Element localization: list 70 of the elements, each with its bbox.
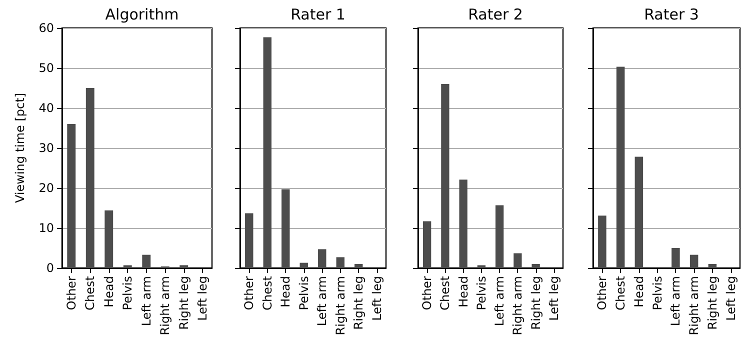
x-tick-label: Left leg <box>724 276 738 321</box>
y-tick-label: 0 <box>46 261 54 275</box>
y-tick-label: 20 <box>38 181 54 195</box>
bar <box>142 254 151 268</box>
chart-title: Rater 2 <box>468 6 523 24</box>
bar <box>690 254 698 268</box>
x-tick-label: Pelvis <box>296 276 311 310</box>
x-tick-label: Head <box>456 276 470 308</box>
bar <box>477 265 486 268</box>
bar <box>441 84 450 268</box>
x-tick-label: Pelvis <box>474 276 488 310</box>
bar <box>318 249 326 268</box>
x-tick-label: Left leg <box>546 276 561 321</box>
x-tick-label: Other <box>420 276 434 310</box>
x-tick-label: Pelvis <box>120 276 135 310</box>
bar <box>354 264 363 268</box>
bar <box>459 180 468 268</box>
y-tick-label: 40 <box>38 101 54 115</box>
bar <box>616 66 625 268</box>
bar <box>282 189 290 268</box>
x-tick-label: Left leg <box>370 276 384 321</box>
chart-title: Rater 3 <box>644 6 699 24</box>
bar <box>180 265 188 268</box>
bar <box>598 216 606 268</box>
x-tick-label: Left arm <box>492 276 507 326</box>
bar <box>514 253 522 268</box>
x-tick-label: Head <box>102 276 116 308</box>
x-tick-label: Right arm <box>510 276 525 336</box>
bar <box>86 88 94 268</box>
bar <box>634 156 644 268</box>
x-tick-label: Right arm <box>687 276 702 336</box>
bar <box>672 248 680 268</box>
x-tick-label: Right leg <box>176 276 191 330</box>
y-tick-label: 60 <box>38 21 54 35</box>
x-tick-label: Right arm <box>333 276 348 336</box>
bar <box>422 221 432 268</box>
x-tick-label: Other <box>64 276 78 310</box>
x-tick-label: Head <box>278 276 293 308</box>
bar <box>300 262 308 268</box>
x-tick-label: Chest <box>438 276 452 310</box>
y-tick-label: 50 <box>38 61 54 75</box>
x-tick-label: Left arm <box>315 276 330 326</box>
chart-title: Algorithm <box>105 6 179 24</box>
x-tick-label: Left arm <box>139 276 154 326</box>
x-tick-label: Chest <box>83 276 98 310</box>
x-tick-label: Chest <box>260 276 274 310</box>
bar <box>67 124 76 268</box>
x-tick-label: Pelvis <box>650 276 664 310</box>
x-tick-label: Right leg <box>705 276 720 330</box>
x-tick-label: Other <box>242 276 256 310</box>
bar <box>495 205 504 268</box>
bar <box>245 213 254 268</box>
chart-title: Rater 1 <box>290 6 346 24</box>
x-tick-label: Other <box>595 276 610 310</box>
x-tick-label: Chest <box>614 276 628 310</box>
bar <box>336 257 344 268</box>
x-tick-label: Right arm <box>158 276 172 336</box>
bar <box>263 37 272 268</box>
bar <box>708 264 717 268</box>
x-tick-label: Right leg <box>528 276 543 330</box>
bar <box>532 264 540 268</box>
x-tick-label: Right leg <box>352 276 366 330</box>
x-tick-label: Left leg <box>196 276 210 321</box>
x-tick-label: Left arm <box>668 276 683 326</box>
y-tick-label: 10 <box>38 221 54 235</box>
x-tick-label: Head <box>632 276 646 308</box>
y-tick-label: 30 <box>38 141 54 155</box>
bar <box>104 210 114 268</box>
y-axis-title: Viewing time [pct] <box>13 92 27 204</box>
bar <box>123 265 132 268</box>
